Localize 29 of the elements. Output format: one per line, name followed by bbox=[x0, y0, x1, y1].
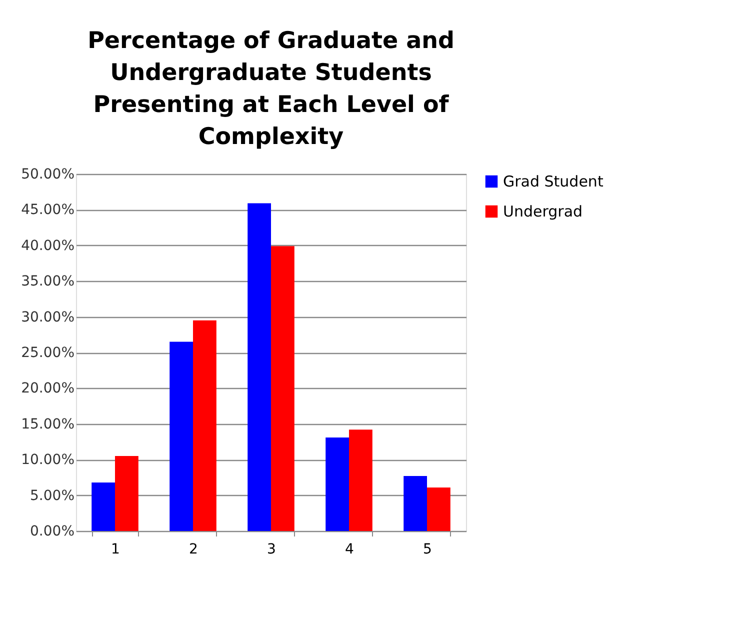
x-tick-label: 5 bbox=[423, 542, 432, 558]
y-tick-label: 10.00% bbox=[21, 452, 74, 468]
x-tick-label: 1 bbox=[111, 542, 120, 558]
bar bbox=[92, 482, 115, 531]
x-tick-label: 4 bbox=[345, 542, 354, 558]
bar bbox=[404, 476, 427, 531]
y-tick-label: 35.00% bbox=[21, 274, 74, 290]
bar bbox=[248, 203, 271, 531]
y-tick-label: 30.00% bbox=[21, 309, 74, 326]
bar bbox=[193, 320, 216, 531]
x-tick-label: 2 bbox=[189, 542, 198, 558]
bar bbox=[115, 456, 138, 531]
y-tick-label: 0.00% bbox=[30, 524, 74, 540]
bar bbox=[326, 437, 349, 531]
bar bbox=[427, 487, 450, 531]
bar bbox=[271, 246, 294, 531]
legend-label: Grad Student bbox=[503, 172, 604, 190]
bar bbox=[349, 430, 372, 531]
chart-title: Percentage of Graduate and Undergraduate Students Presenting at Each Level of Complexity bbox=[88, 28, 454, 150]
legend-label: Undergrad bbox=[503, 202, 583, 220]
y-tick-label: 20.00% bbox=[21, 380, 74, 397]
y-tick-label: 15.00% bbox=[21, 416, 74, 432]
y-tick-label: 50.00% bbox=[21, 166, 74, 182]
bar bbox=[170, 342, 193, 531]
x-tick-label: 3 bbox=[267, 542, 276, 558]
y-tick-label: 45.00% bbox=[21, 202, 74, 218]
y-tick-label: 25.00% bbox=[21, 345, 74, 361]
y-tick-label: 5.00% bbox=[30, 488, 74, 504]
y-tick-label: 40.00% bbox=[21, 238, 74, 254]
